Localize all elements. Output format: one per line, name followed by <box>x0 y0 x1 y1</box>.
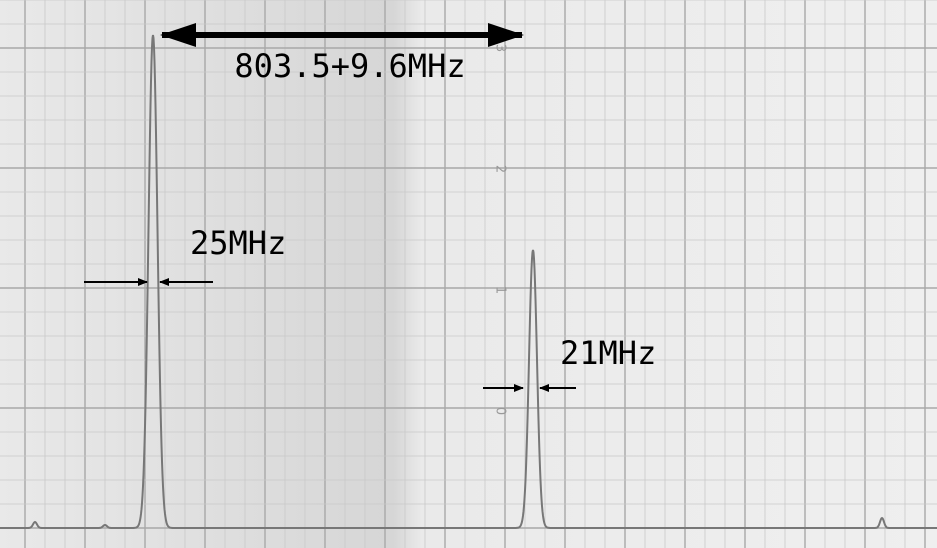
page: 803.5+9.6MHz 25MHz 21MHz 3210 (() => { c… <box>0 0 937 548</box>
right-width-label: 21MHz <box>560 334 656 372</box>
scale-label: 2 <box>493 165 508 173</box>
left-width-label: 25MHz <box>190 224 286 262</box>
scale-label: 3 <box>493 44 508 52</box>
separation-label: 803.5+9.6MHz <box>234 47 465 85</box>
chart-paper: 803.5+9.6MHz 25MHz 21MHz 3 2 1 0 <box>0 0 937 548</box>
scale-label: 1 <box>493 286 508 294</box>
paper-background <box>0 0 937 548</box>
scale-label: 0 <box>493 407 508 415</box>
